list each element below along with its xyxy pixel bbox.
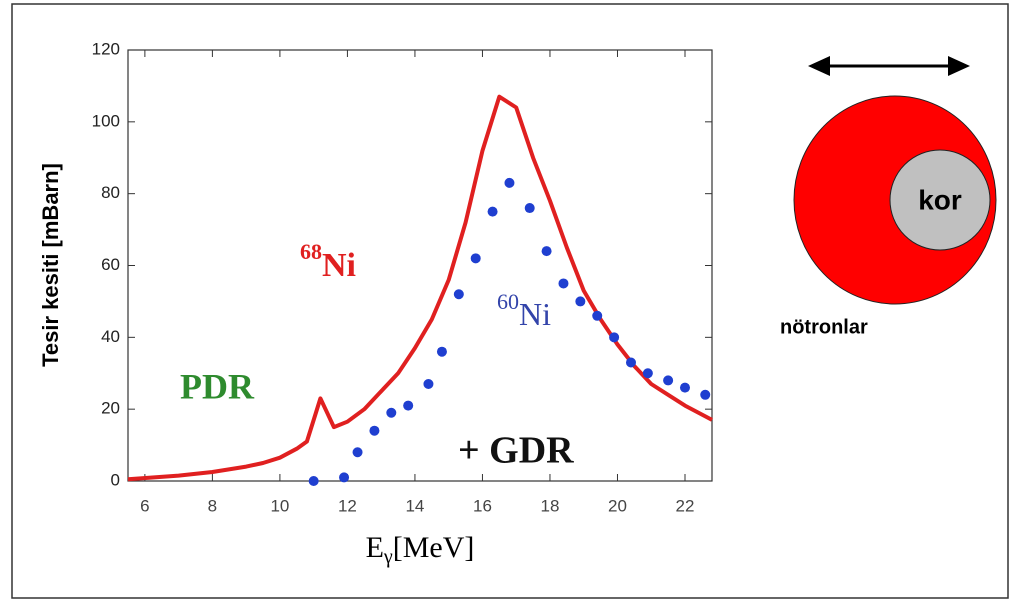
y-tick-label: 60	[101, 255, 120, 274]
data-point	[308, 476, 319, 486]
x-axis-label: Eγ[MeV]	[366, 531, 475, 568]
y-tick-label: 20	[101, 399, 120, 418]
arrow-head	[808, 56, 830, 76]
data-point	[403, 400, 414, 411]
annotation-text: Ni	[519, 296, 551, 332]
data-point	[386, 407, 397, 418]
data-point	[369, 425, 380, 436]
data-point	[609, 332, 620, 343]
annotation: 68Ni	[300, 239, 356, 284]
x-tick-label: 12	[338, 496, 357, 515]
y-axis-label: Tesir kesiti [mBarn]	[38, 163, 63, 367]
data-point	[436, 346, 447, 357]
data-point	[339, 472, 350, 483]
core-label: kor	[918, 184, 962, 215]
x-tick-label: 14	[405, 496, 424, 515]
x-label-main: E	[366, 531, 384, 564]
y-tick-label: 40	[101, 327, 120, 346]
data-point	[663, 375, 674, 386]
data-point	[679, 382, 690, 393]
x-label-unit: [MeV]	[393, 531, 475, 564]
cross-section-line	[127, 94, 713, 482]
annotation-sup: 60	[497, 289, 519, 314]
data-point	[541, 246, 552, 257]
x-tick-label: 18	[541, 496, 560, 515]
annotation-sup: 68	[300, 239, 322, 264]
annotation: 60Ni	[497, 289, 551, 332]
data-point	[592, 310, 603, 321]
data-point	[575, 296, 586, 307]
data-point	[625, 357, 636, 368]
data-point	[423, 379, 434, 390]
annotation: PDR	[180, 366, 255, 406]
y-tick-label: 0	[111, 470, 120, 489]
data-point	[470, 253, 481, 264]
y-tick-label: 120	[92, 39, 120, 58]
data-point	[352, 447, 363, 458]
data-point	[524, 203, 535, 214]
x-tick-label: 6	[140, 496, 149, 515]
x-tick-label: 8	[208, 496, 217, 515]
x-tick-label: 10	[270, 496, 289, 515]
x-tick-label: 20	[608, 496, 627, 515]
nucleus-diagram: kor nötronlar	[780, 56, 997, 338]
annotation-text: Ni	[322, 247, 356, 284]
core	[889, 149, 991, 251]
x-tick-label: 16	[473, 496, 492, 515]
data-point	[504, 177, 515, 188]
data-point	[558, 278, 569, 289]
data-point	[642, 368, 653, 379]
x-tick-label: 22	[676, 496, 695, 515]
annotation: + GDR	[458, 430, 574, 472]
data-point	[453, 289, 464, 300]
data-point	[700, 389, 711, 400]
data-point	[487, 206, 498, 217]
x-label-sub: γ	[383, 546, 393, 568]
y-tick-label: 80	[101, 183, 120, 202]
shell-label: nötronlar	[780, 316, 868, 338]
y-tick-label: 100	[92, 111, 120, 130]
arrow-head	[948, 56, 970, 76]
